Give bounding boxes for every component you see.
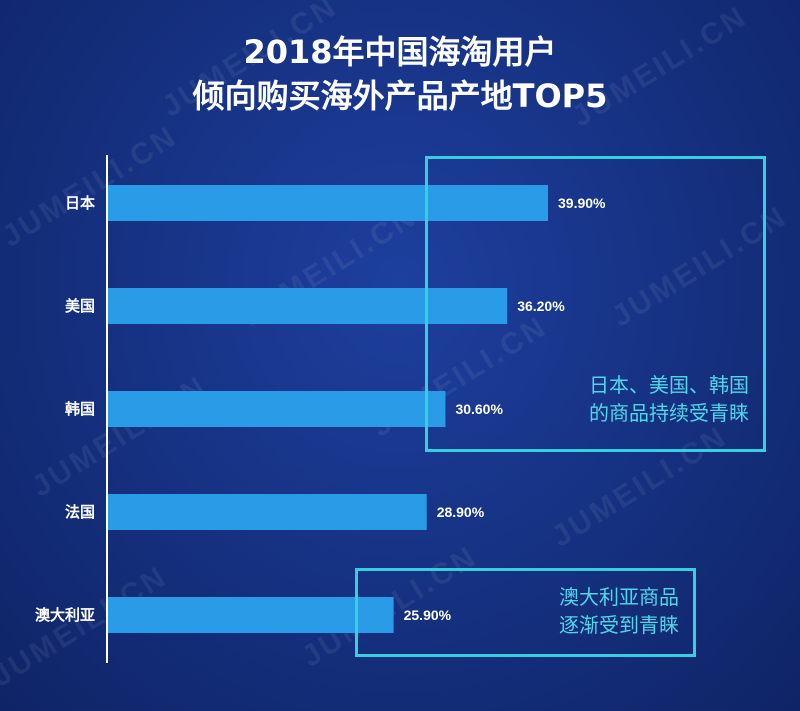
- callout-text-line: 逐渐受到青睐: [559, 613, 679, 637]
- category-label: 法国: [65, 503, 95, 521]
- callout-box-australia: 澳大利亚商品 逐渐受到青睐: [355, 568, 696, 657]
- bar-5: [108, 597, 394, 633]
- callout-box-top3: 日本、美国、韩国 的商品持续受青睐: [425, 156, 766, 452]
- callout-text-line: 的商品持续受青睐: [589, 401, 749, 425]
- bar-2: [108, 288, 508, 324]
- chart-title-line1: 2018年中国海淘用户: [243, 33, 557, 71]
- bar-4: [108, 494, 427, 530]
- data-label: 36.20%: [517, 298, 565, 314]
- callout-text-line: 日本、美国、韩国: [589, 373, 749, 397]
- chart-title-line2: 倾向购买海外产品产地TOP5: [192, 77, 608, 115]
- data-label: 30.60%: [455, 401, 503, 417]
- data-label: 39.90%: [558, 195, 606, 211]
- data-label: 28.90%: [437, 504, 485, 520]
- category-label: 韩国: [65, 400, 95, 418]
- category-label: 澳大利亚: [35, 606, 95, 624]
- category-label: 美国: [65, 297, 95, 315]
- data-label: 25.90%: [404, 607, 452, 623]
- callout-text-line: 澳大利亚商品: [559, 585, 679, 609]
- bar-3: [108, 391, 446, 427]
- category-label: 日本: [65, 194, 95, 212]
- bar-1: [108, 185, 548, 221]
- chart-title: 2018年中国海淘用户 倾向购买海外产品产地TOP5: [0, 30, 800, 118]
